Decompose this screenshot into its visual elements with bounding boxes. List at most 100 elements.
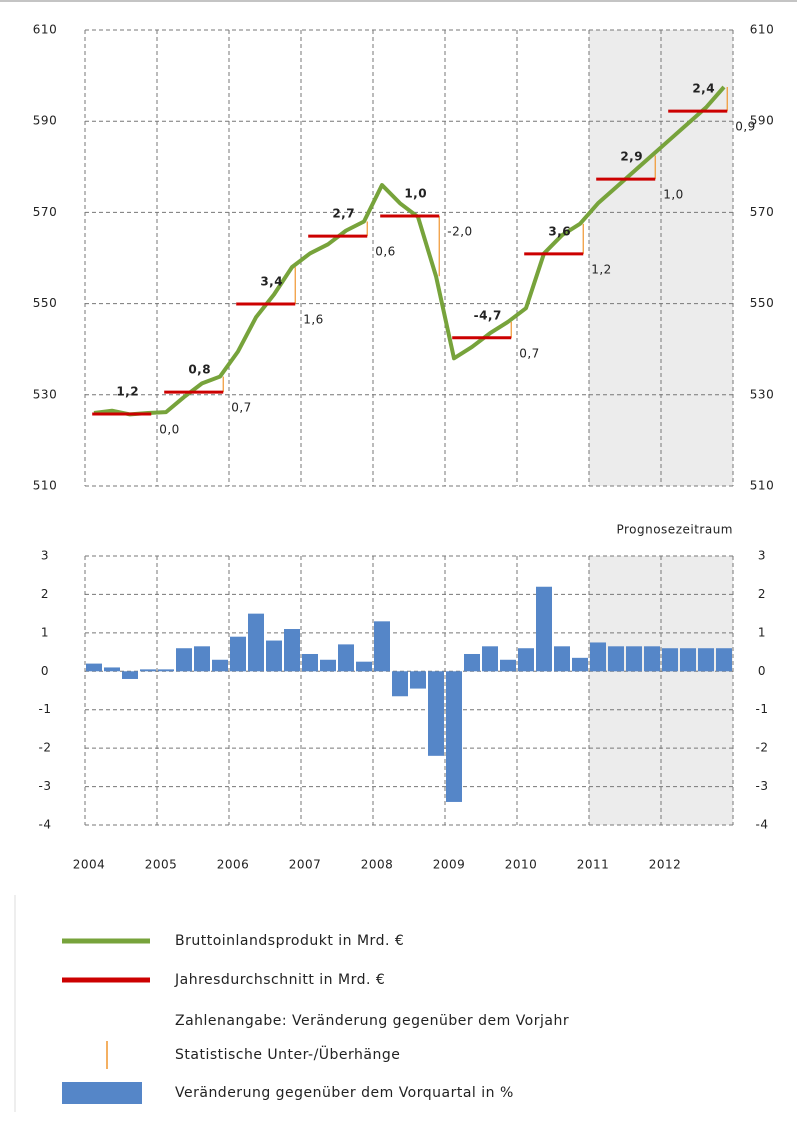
x-tick-label: 2004 [73, 858, 106, 872]
y-tick-label: 590 [33, 114, 57, 128]
yoy-change-label: 3,4 [260, 275, 283, 289]
bar [158, 669, 174, 672]
bar [518, 648, 534, 672]
bar [392, 671, 408, 697]
overhang-label: 1,6 [303, 313, 324, 327]
y-tick-label: 550 [33, 296, 57, 310]
forecast-label: Prognosezeitraum [616, 523, 733, 537]
bar [536, 586, 552, 672]
legend-label: Statistische Unter-/Überhänge [175, 1045, 400, 1063]
y-tick-label: -2 [39, 741, 52, 755]
x-tick-label: 2007 [289, 858, 322, 872]
yoy-change-label: 3,6 [548, 224, 571, 238]
bar [500, 659, 516, 672]
bar [554, 646, 570, 672]
bar [446, 671, 462, 802]
bar [140, 669, 156, 672]
bar [410, 671, 426, 689]
x-tick-label: 2008 [361, 858, 394, 872]
legend-label: Jahresdurchschnitt in Mrd. € [174, 972, 385, 988]
bar [194, 646, 210, 672]
bar [212, 659, 228, 672]
y-tick-label-right: 2 [758, 587, 766, 601]
y-tick-label-right: 0 [758, 664, 766, 678]
yoy-change-label: -4,7 [474, 308, 502, 322]
legend-label: Veränderung gegenüber dem Vorquartal in … [175, 1085, 514, 1101]
y-tick-label-right: 3 [758, 549, 766, 563]
bar [266, 640, 282, 672]
yoy-change-label: 1,0 [404, 187, 427, 201]
bar [428, 671, 444, 756]
bar [122, 671, 138, 679]
bar [644, 646, 660, 672]
y-tick-label: 1 [41, 625, 49, 639]
bar [284, 629, 300, 672]
overhang-label: 0,7 [231, 401, 252, 415]
y-tick-label: -1 [39, 702, 52, 716]
bar [590, 642, 606, 672]
y-tick-label: -3 [39, 779, 52, 793]
y-tick-label-right: 590 [750, 114, 774, 128]
y-tick-label-right: -1 [756, 702, 769, 716]
x-tick-label: 2012 [649, 858, 682, 872]
overhang-label: 0,6 [375, 245, 396, 259]
bar [104, 667, 120, 672]
gdp-line [93, 85, 726, 417]
y-tick-label-right: -4 [756, 818, 769, 832]
legend-label: Zahlenangabe: Veränderung gegenüber dem … [175, 1013, 569, 1029]
overhang-label: 0,9 [735, 120, 756, 134]
overhang-label: 1,0 [663, 188, 684, 202]
y-tick-label-right: -2 [756, 741, 769, 755]
bar [680, 648, 696, 672]
y-tick-label: 0 [41, 664, 49, 678]
y-tick-label-right: 610 [750, 23, 774, 37]
legend-label: Bruttoinlandsprodukt in Mrd. € [175, 933, 404, 949]
yoy-change-label: 2,9 [620, 150, 643, 164]
bar [662, 648, 678, 672]
bar [608, 646, 624, 672]
bar [320, 659, 336, 672]
y-tick-label: 3 [41, 549, 49, 563]
y-tick-label: 2 [41, 587, 49, 601]
bar [572, 657, 588, 672]
yoy-change-label: 0,8 [188, 363, 211, 377]
yoy-change-label: 1,2 [116, 384, 139, 398]
bar [356, 661, 372, 672]
bar [374, 621, 390, 672]
x-tick-label: 2010 [505, 858, 538, 872]
y-tick-label-right: 550 [750, 296, 774, 310]
y-tick-label: 530 [33, 387, 57, 401]
y-tick-label-right: -3 [756, 779, 769, 793]
y-tick-label-right: 510 [750, 479, 774, 493]
y-tick-label-right: 1 [758, 625, 766, 639]
bar [248, 613, 264, 672]
x-tick-label: 2005 [145, 858, 178, 872]
bar [698, 648, 714, 672]
overhang-label: -2,0 [447, 225, 472, 239]
bar [716, 648, 732, 672]
y-tick-label: 610 [33, 23, 57, 37]
yoy-change-label: 2,4 [692, 82, 715, 96]
bar [482, 646, 498, 672]
yoy-change-label: 2,7 [332, 207, 355, 221]
overhang-label: 0,0 [159, 422, 180, 436]
bar [338, 644, 354, 672]
legend-swatch [62, 1082, 142, 1104]
bar [302, 653, 318, 672]
x-tick-label: 2006 [217, 858, 250, 872]
bar [86, 663, 102, 672]
y-tick-label: 570 [33, 205, 57, 219]
y-tick-label-right: 570 [750, 205, 774, 219]
bar [626, 646, 642, 672]
y-tick-label: 510 [33, 479, 57, 493]
bar [464, 653, 480, 672]
x-tick-label: 2011 [577, 858, 610, 872]
bar [176, 648, 192, 672]
x-tick-label: 2009 [433, 858, 466, 872]
overhang-label: 0,7 [519, 346, 540, 360]
bar [230, 636, 246, 672]
y-tick-label-right: 530 [750, 387, 774, 401]
overhang-label: 1,2 [591, 262, 612, 276]
